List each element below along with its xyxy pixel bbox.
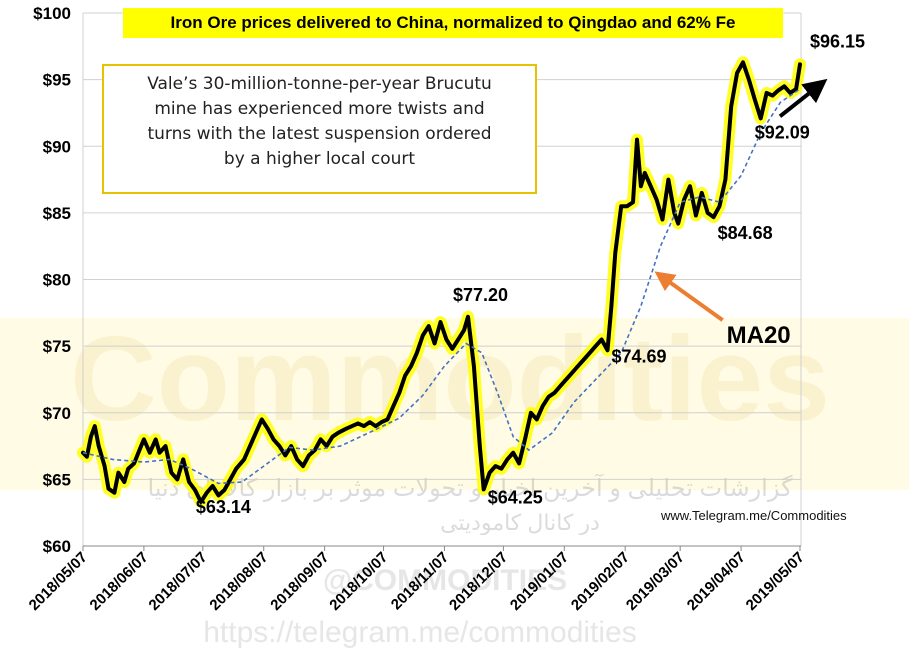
data-label: $64.25: [488, 487, 543, 507]
x-tick-label: 2019/04/07: [684, 549, 749, 614]
ma20-label: MA20: [727, 322, 791, 349]
note-line: Vale’s 30-million-tonne-per-year Brucutu: [147, 74, 492, 94]
watermark-persian-line: گزارشات تحلیلی و آخرین اخبار و تحولات مو…: [147, 473, 793, 502]
x-tick-label: 2018/05/07: [26, 549, 91, 614]
data-labels: $63.14 $77.20 $64.25 $74.69 $84.68 $92.09 $96.…: [196, 31, 865, 517]
note-line: by a higher local court: [223, 149, 416, 169]
y-tick-label: $75: [43, 337, 71, 356]
y-tick-label: $100: [33, 4, 71, 23]
annotations: MA20: [654, 78, 828, 349]
series: [77, 56, 806, 508]
y-tick-label: $70: [43, 404, 71, 423]
y-tick-label: $60: [43, 537, 71, 556]
price-line: [81, 60, 802, 504]
y-tick-label: $95: [43, 71, 71, 90]
chart-title: Iron Ore prices delivered to China, norm…: [123, 8, 783, 38]
x-tick-label: 2019/03/07: [623, 549, 688, 614]
data-label: $63.14: [196, 497, 251, 517]
y-tick-label: $80: [43, 271, 71, 290]
y-tick-label: $65: [43, 470, 71, 489]
trend-arrow: [778, 78, 828, 118]
data-label: $84.68: [718, 223, 773, 243]
note-line: mine has experienced more twists and: [154, 99, 485, 119]
ma20-line: [82, 88, 801, 485]
x-tick-label: 2018/06/07: [87, 549, 152, 614]
ma20-arrow: [654, 271, 724, 322]
x-tick-label: 2019/02/07: [568, 549, 633, 614]
data-label: $92.09: [755, 122, 810, 142]
watermark-persian-line-2: در کانال کامودیتی: [440, 510, 600, 535]
source-credit: www.Telegram.me/Commodities: [661, 508, 847, 523]
watermark-handle: @COMMODITIES: [323, 564, 567, 597]
y-tick-label: $85: [43, 204, 71, 223]
data-label: $74.69: [611, 346, 666, 366]
note-box: Vale’s 30-million-tonne-per-year Brucutu…: [102, 64, 537, 194]
watermark-url: https://telegram.me/commodities: [203, 616, 637, 649]
note-line: turns with the latest suspension ordered: [147, 124, 492, 144]
x-tick-label: 2018/07/07: [146, 549, 211, 614]
data-label: $77.20: [453, 285, 508, 305]
data-label: $96.15: [810, 31, 865, 51]
y-tick-label: $90: [43, 137, 71, 156]
x-tick-label: 2019/05/07: [743, 549, 808, 614]
x-tick-label: 2018/08/07: [206, 549, 271, 614]
